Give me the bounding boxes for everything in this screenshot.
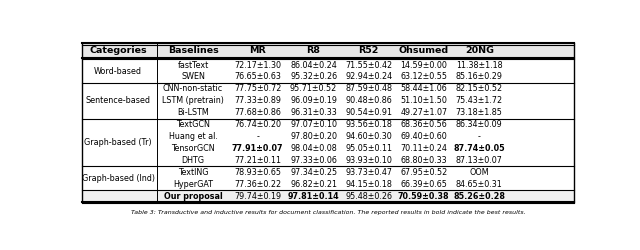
Text: 87.59±0.48: 87.59±0.48	[345, 84, 392, 94]
Text: CNN-non-static: CNN-non-static	[163, 84, 223, 94]
Text: 77.36±0.22: 77.36±0.22	[234, 180, 281, 189]
Text: 58.44±1.06: 58.44±1.06	[401, 84, 447, 94]
Text: 92.94±0.24: 92.94±0.24	[345, 72, 392, 82]
Text: 77.75±0.72: 77.75±0.72	[234, 84, 281, 94]
Text: 76.74±0.20: 76.74±0.20	[234, 120, 281, 129]
Text: 86.34±0.09: 86.34±0.09	[456, 120, 502, 129]
Text: 68.80±0.33: 68.80±0.33	[401, 156, 447, 165]
Text: 86.04±0.24: 86.04±0.24	[291, 60, 337, 70]
Text: R8: R8	[307, 46, 321, 55]
Text: 97.81±0.14: 97.81±0.14	[288, 192, 339, 201]
Text: fastText: fastText	[177, 60, 209, 70]
Text: 51.10±1.50: 51.10±1.50	[400, 96, 447, 105]
Text: 87.13±0.07: 87.13±0.07	[456, 156, 502, 165]
Text: 70.11±0.24: 70.11±0.24	[400, 144, 447, 153]
Text: 73.18±1.85: 73.18±1.85	[456, 108, 502, 117]
Text: 90.54±0.91: 90.54±0.91	[345, 108, 392, 117]
Text: Ohsumed: Ohsumed	[399, 46, 449, 55]
Text: 95.48±0.26: 95.48±0.26	[345, 192, 392, 201]
Text: 97.07±0.10: 97.07±0.10	[290, 120, 337, 129]
Text: 93.56±0.18: 93.56±0.18	[345, 120, 392, 129]
Text: 77.68±0.86: 77.68±0.86	[234, 108, 281, 117]
Text: 93.73±0.47: 93.73±0.47	[345, 168, 392, 177]
Text: Baselines: Baselines	[168, 46, 218, 55]
Text: R52: R52	[358, 46, 379, 55]
Text: 70.59±0.38: 70.59±0.38	[398, 192, 449, 201]
Text: MR: MR	[249, 46, 266, 55]
Text: 77.91±0.07: 77.91±0.07	[232, 144, 284, 153]
Text: 90.48±0.86: 90.48±0.86	[346, 96, 392, 105]
Text: 97.80±0.20: 97.80±0.20	[290, 132, 337, 141]
Text: 82.15±0.52: 82.15±0.52	[456, 84, 503, 94]
Text: TextGCN: TextGCN	[176, 120, 210, 129]
Text: 79.74±0.19: 79.74±0.19	[234, 192, 281, 201]
Text: 72.17±1.30: 72.17±1.30	[234, 60, 281, 70]
Text: 20NG: 20NG	[465, 46, 494, 55]
Text: Bi-LSTM: Bi-LSTM	[177, 108, 209, 117]
Text: 69.40±0.60: 69.40±0.60	[401, 132, 447, 141]
Text: HyperGAT: HyperGAT	[173, 180, 213, 189]
Text: 94.15±0.18: 94.15±0.18	[345, 180, 392, 189]
Text: 96.31±0.33: 96.31±0.33	[291, 108, 337, 117]
Text: 75.43±1.72: 75.43±1.72	[456, 96, 503, 105]
Text: 97.33±0.06: 97.33±0.06	[290, 156, 337, 165]
Text: 84.65±0.31: 84.65±0.31	[456, 180, 502, 189]
Text: 68.36±0.56: 68.36±0.56	[401, 120, 447, 129]
Text: LSTM (pretrain): LSTM (pretrain)	[162, 96, 224, 105]
Text: 96.82±0.21: 96.82±0.21	[290, 180, 337, 189]
Text: Graph-based (Tr): Graph-based (Tr)	[84, 138, 152, 147]
Text: 98.04±0.08: 98.04±0.08	[291, 144, 337, 153]
Text: 67.95±0.52: 67.95±0.52	[400, 168, 447, 177]
Text: 94.60±0.30: 94.60±0.30	[346, 132, 392, 141]
Text: Our proposal: Our proposal	[164, 192, 223, 201]
Text: 78.93±0.65: 78.93±0.65	[234, 168, 281, 177]
Text: Categories: Categories	[90, 46, 147, 55]
Text: -: -	[256, 132, 259, 141]
Text: 49.27±1.07: 49.27±1.07	[400, 108, 447, 117]
Text: 96.09±0.19: 96.09±0.19	[290, 96, 337, 105]
Text: 77.33±0.89: 77.33±0.89	[234, 96, 281, 105]
Text: 85.16±0.29: 85.16±0.29	[456, 72, 503, 82]
Text: 66.39±0.65: 66.39±0.65	[400, 180, 447, 189]
Text: 97.34±0.25: 97.34±0.25	[290, 168, 337, 177]
Text: DHTG: DHTG	[182, 156, 205, 165]
Text: 14.59±0.00: 14.59±0.00	[400, 60, 447, 70]
Text: 95.71±0.52: 95.71±0.52	[290, 84, 337, 94]
Text: TensorGCN: TensorGCN	[172, 144, 215, 153]
Text: 85.26±0.28: 85.26±0.28	[453, 192, 506, 201]
Text: 95.05±0.11: 95.05±0.11	[345, 144, 392, 153]
Text: Graph-based (Ind): Graph-based (Ind)	[82, 174, 155, 183]
Text: 11.38±1.18: 11.38±1.18	[456, 60, 502, 70]
Text: Word-based: Word-based	[94, 66, 142, 76]
Text: 63.12±0.55: 63.12±0.55	[400, 72, 447, 82]
Text: TextING: TextING	[178, 168, 209, 177]
Text: -: -	[478, 132, 481, 141]
Text: 71.55±0.42: 71.55±0.42	[345, 60, 392, 70]
Bar	[83, 44, 573, 58]
Text: Huang et al.: Huang et al.	[169, 132, 218, 141]
Text: Sentence-based: Sentence-based	[86, 96, 150, 105]
Bar	[83, 190, 573, 202]
Text: 77.21±0.11: 77.21±0.11	[234, 156, 281, 165]
Text: SWEN: SWEN	[181, 72, 205, 82]
Text: OOM: OOM	[470, 168, 489, 177]
Text: Table 3: Transductive and inductive results for document classification. The rep: Table 3: Transductive and inductive resu…	[131, 210, 525, 215]
Text: 93.93±0.10: 93.93±0.10	[345, 156, 392, 165]
Text: 87.74±0.05: 87.74±0.05	[454, 144, 505, 153]
Text: 95.32±0.26: 95.32±0.26	[290, 72, 337, 82]
Text: 76.65±0.63: 76.65±0.63	[234, 72, 281, 82]
